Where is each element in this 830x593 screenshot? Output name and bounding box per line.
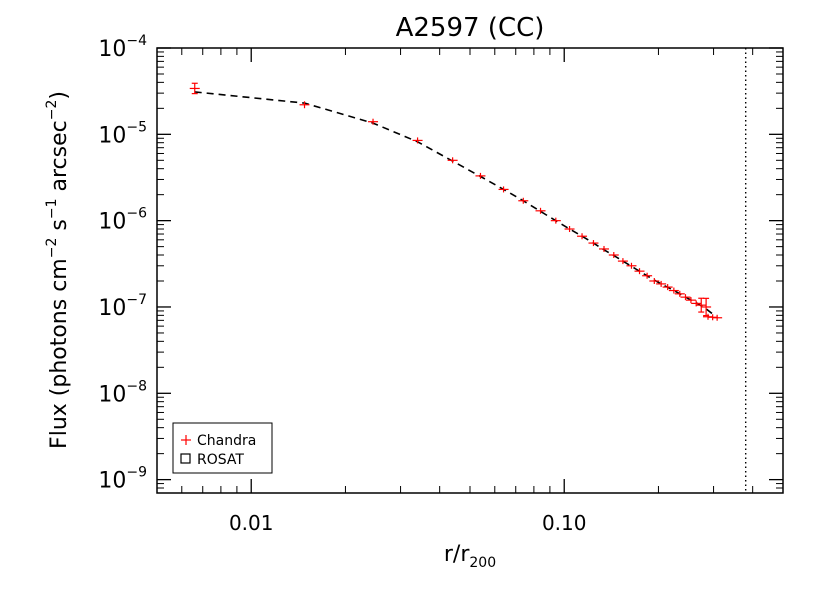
y-tick-label-5: 10−4 <box>98 33 147 62</box>
data-point-chandra-13 <box>599 245 610 252</box>
plot-marks <box>189 48 747 493</box>
data-point-chandra-3 <box>412 137 423 144</box>
data-point-chandra-26 <box>691 300 702 307</box>
x-axis-label: r/r200 <box>444 542 496 571</box>
y-axis-label-exp2: −1 <box>44 199 60 220</box>
data-point-chandra-6 <box>498 186 509 193</box>
y-axis-label-mid1: s <box>47 219 72 237</box>
legend-rosat-marker <box>180 453 191 464</box>
data-point-chandra-28 <box>701 297 712 317</box>
data-point-chandra-12 <box>588 240 599 247</box>
legend-box <box>172 422 273 474</box>
y-axis-label: Flux (photons cm−2 s−1 arcsec−2) <box>44 91 72 449</box>
data-point-chandra-10 <box>564 226 575 233</box>
data-point-chandra-31 <box>712 314 723 321</box>
legend: Chandra ROSAT <box>172 422 273 474</box>
data-point-chandra-23 <box>674 290 685 297</box>
data-point-chandra-0 <box>189 82 200 95</box>
data-point-chandra-20 <box>656 280 667 287</box>
legend-rosat-label: ROSAT <box>197 452 244 468</box>
data-point-chandra-27 <box>696 297 707 313</box>
legend-chandra-label: Chandra <box>197 433 256 449</box>
data-point-chandra-14 <box>608 252 619 259</box>
data-point-chandra-4 <box>447 157 458 164</box>
data-point-chandra-9 <box>550 217 561 224</box>
data-point-chandra-7 <box>518 197 529 204</box>
x-tick-label-0: 0.01 <box>229 511 274 535</box>
data-point-chandra-15 <box>617 258 628 265</box>
y-tick-label-1: 10−8 <box>98 378 147 407</box>
y-axis-label-mid2: arcsec <box>47 120 72 198</box>
data-point-chandra-19 <box>649 277 660 284</box>
chart-title: A2597 (CC) <box>396 13 545 43</box>
x-axis-label-main: r/r <box>444 542 470 567</box>
data-point-chandra-8 <box>535 207 546 214</box>
data-point-chandra-24 <box>680 294 691 301</box>
data-point-chandra-17 <box>634 268 645 275</box>
y-tick-label-2: 10−7 <box>98 292 147 321</box>
data-point-chandra-21 <box>662 284 673 291</box>
data-point-chandra-5 <box>475 172 486 179</box>
data-point-chandra-25 <box>685 297 696 304</box>
x-tick-label-1: 0.10 <box>542 511 587 535</box>
legend-chandra-marker <box>181 435 191 445</box>
y-tick-label-0: 10−9 <box>98 465 147 494</box>
y-tick-label-3: 10−6 <box>98 206 147 235</box>
data-point-chandra-22 <box>668 287 679 294</box>
data-point-chandra-16 <box>626 262 637 269</box>
model-line <box>194 91 714 315</box>
data-point-chandra-11 <box>577 233 588 240</box>
y-axis-label-exp1: −2 <box>44 238 60 259</box>
x-axis-label-subscript: 200 <box>469 555 496 571</box>
y-axis-label-exp3: −2 <box>44 100 60 121</box>
axis-ticks: 10−9 10−8 10−7 10−6 10−5 10−4 0.01 0.10 <box>98 33 784 535</box>
data-point-chandra-2 <box>368 118 379 125</box>
y-axis-label-prefix: Flux (photons cm <box>47 258 72 449</box>
data-point-chandra-18 <box>642 272 653 279</box>
data-point-chandra-1 <box>299 101 310 109</box>
y-tick-label-4: 10−5 <box>98 119 147 148</box>
y-axis-label-suffix: ) <box>47 91 72 100</box>
